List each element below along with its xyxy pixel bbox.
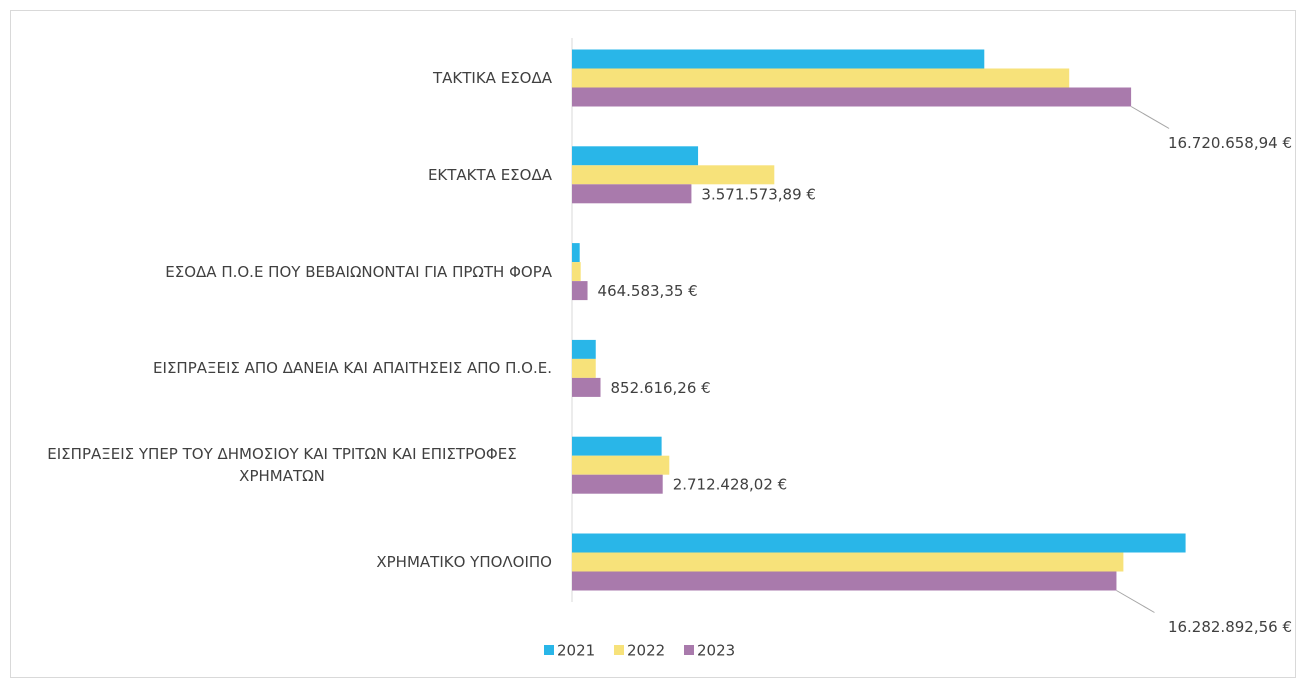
category-label-wrap: ΕΙΣΠΡΑΞΕΙΣ ΑΠΟ ΔΑΝΕΙΑ ΚΑΙ ΑΠΑΙΤΗΣΕΙΣ ΑΠΟ…: [12, 357, 552, 379]
category-label-wrap: ΧΡΗΜΑΤΙΚΟ ΥΠΟΛΟΙΠΟ: [12, 551, 552, 573]
bar: [572, 243, 580, 263]
bar: [572, 281, 588, 301]
bar: [572, 262, 581, 282]
bar: [572, 377, 601, 397]
data-label: 16.282.892,56 €: [1168, 618, 1292, 636]
bar: [572, 165, 775, 185]
category-label-wrap: ΕΙΣΠΡΑΞΕΙΣ ΥΠΕΡ ΤΟΥ ΔΗΜΟΣΙΟΥ ΚΑΙ ΤΡΙΤΩΝ …: [12, 443, 552, 487]
data-label: 2.712.428,02 €: [673, 476, 788, 494]
bar: [572, 436, 662, 456]
category-label: ΧΡΗΜΑΤΙΚΟ ΥΠΟΛΟΙΠΟ: [376, 553, 552, 571]
bar: [572, 339, 596, 359]
bar: [572, 49, 985, 69]
category-label: ΕΣΟΔΑ Π.Ο.Ε ΠΟΥ ΒΕΒΑΙΩΝΟΝΤΑΙ ΓΙΑ ΠΡΩΤΗ Φ…: [165, 262, 552, 281]
bar: [572, 184, 692, 204]
data-label: 16.720.658,94 €: [1168, 134, 1292, 152]
leader-line: [1130, 106, 1170, 129]
chart-frame: [10, 10, 1296, 678]
legend-label: 2021: [557, 642, 595, 660]
category-label: ΕΙΣΠΡΑΞΕΙΣ ΑΠΟ ΔΑΝΕΙΑ ΚΑΙ ΑΠΑΙΤΗΣΕΙΣ ΑΠΟ…: [153, 359, 552, 378]
bar: [572, 146, 699, 166]
category-label: ΕΚΤΑΚΤΑ ΕΣΟΔΑ: [427, 165, 552, 184]
category-label: ΕΙΣΠΡΑΞΕΙΣ ΥΠΕΡ ΤΟΥ ΔΗΜΟΣΙΟΥ ΚΑΙ ΤΡΙΤΩΝ …: [47, 445, 517, 486]
bar: [572, 474, 663, 494]
bar: [572, 533, 1186, 553]
bar: [572, 68, 1070, 88]
data-label: 464.583,35 €: [598, 282, 698, 300]
bar: [572, 358, 596, 378]
category-label-wrap: ΤΑΚΤΙΚΑ ΕΣΟΔΑ: [12, 67, 552, 89]
data-label: 852.616,26 €: [611, 379, 711, 397]
category-label-wrap: ΕΣΟΔΑ Π.Ο.Ε ΠΟΥ ΒΕΒΑΙΩΝΟΝΤΑΙ ΓΙΑ ΠΡΩΤΗ Φ…: [12, 261, 552, 283]
category-label-wrap: ΕΚΤΑΚΤΑ ΕΣΟΔΑ: [12, 164, 552, 186]
legend-label: 2023: [697, 642, 735, 660]
legend-swatch: [614, 645, 624, 655]
bar: [572, 87, 1132, 107]
bar: [572, 455, 670, 475]
category-label: ΤΑΚΤΙΚΑ ΕΣΟΔΑ: [433, 69, 552, 87]
leader-line: [1116, 590, 1155, 613]
legend-label: 2022: [627, 642, 665, 660]
legend-swatch: [684, 645, 694, 655]
data-label: 3.571.573,89 €: [701, 185, 816, 203]
legend-swatch: [544, 645, 554, 655]
bar: [572, 552, 1124, 572]
bar: [572, 571, 1117, 591]
